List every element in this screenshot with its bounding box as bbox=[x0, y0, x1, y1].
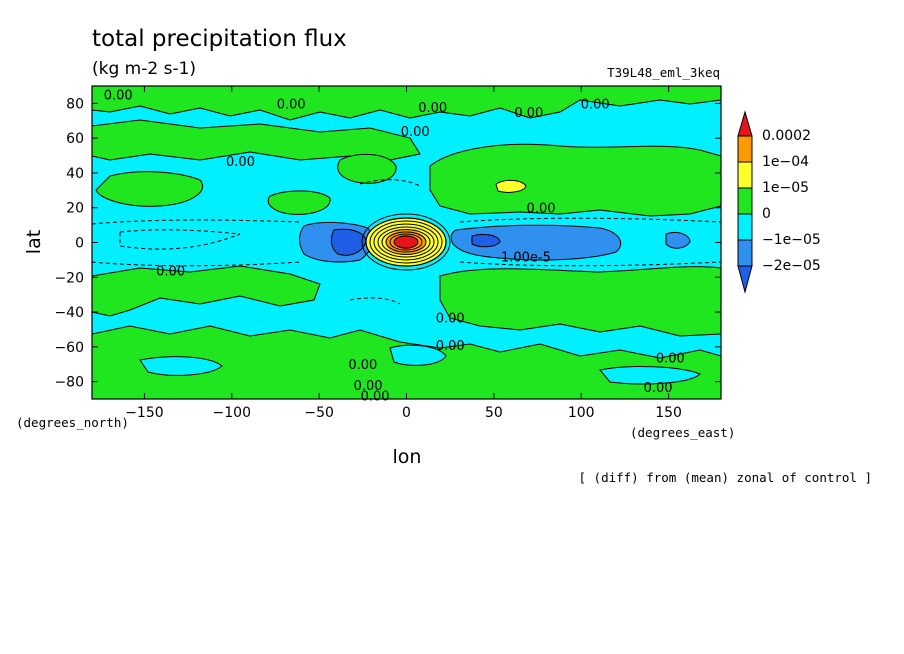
chart-units: (kg m-2 s-1) bbox=[92, 59, 196, 79]
experiment-label: T39L48_eml_3keq bbox=[607, 65, 720, 80]
region-south-hole-b bbox=[599, 366, 701, 385]
contour-label: 0.00 bbox=[436, 311, 465, 326]
contour-label: 0.00 bbox=[581, 97, 610, 112]
colorbar-level-labels: 0.0002 1e−04 1e−05 0 −1e−05 −2e−05 bbox=[762, 128, 821, 274]
contour-label: 0.00 bbox=[354, 379, 383, 394]
y-axis-label: lat bbox=[23, 230, 45, 254]
region-north-yellow-spot bbox=[495, 179, 527, 193]
contour-label: 0.00 bbox=[277, 97, 306, 112]
colorbar-level-label: 1e−04 bbox=[762, 154, 809, 170]
x-units: (degrees_east) bbox=[630, 425, 735, 440]
region-eq-darkblue-west bbox=[330, 228, 367, 256]
y-axis: 80 60 40 20 0 −20 −40 −60 −80 bbox=[54, 96, 721, 391]
colorbar-yellow bbox=[737, 161, 753, 189]
colorbar-level-label: 0.0002 bbox=[762, 128, 811, 144]
contour-label: -1.00e-5 bbox=[496, 250, 551, 265]
contour-labels: 0.000.00 0.00 0.000.000.000.000.00-1.00e-5… bbox=[104, 89, 685, 405]
colorbar-orange bbox=[737, 135, 753, 163]
y-tick-label: 40 bbox=[66, 166, 84, 182]
region-north-mid-east bbox=[429, 143, 721, 217]
contour-label: 0.00 bbox=[361, 390, 390, 405]
region-north-polar bbox=[92, 86, 721, 121]
colorbar-min-arrow bbox=[737, 265, 753, 294]
x-tick-label: 50 bbox=[485, 405, 503, 421]
dashed-negative-contours bbox=[92, 179, 721, 305]
region-south-mid-west bbox=[92, 265, 321, 317]
central-contour-rings bbox=[361, 213, 451, 271]
x-tick-label: −150 bbox=[125, 405, 163, 421]
x-tick-label: −100 bbox=[213, 405, 251, 421]
colorbar-green bbox=[737, 187, 753, 215]
y-tick-label: −60 bbox=[54, 340, 84, 356]
y-units: (degrees_north) bbox=[16, 415, 129, 430]
x-axis-label: lon bbox=[393, 446, 422, 468]
x-tick-label: −50 bbox=[304, 405, 334, 421]
colorbar-level-label: −1e−05 bbox=[762, 232, 821, 248]
colorbar-cyan bbox=[737, 213, 753, 241]
x-axis: −150 −100 −50 0 50 100 150 bbox=[125, 86, 682, 421]
colorbar-blue bbox=[737, 239, 753, 267]
contour-label: 0.00 bbox=[348, 358, 377, 373]
region-eq-blue-east bbox=[450, 224, 622, 261]
x-tick-label: 0 bbox=[402, 405, 411, 421]
y-tick-label: 20 bbox=[66, 201, 84, 217]
colorbar-level-label: 1e−05 bbox=[762, 180, 809, 196]
colorbar-max-arrow bbox=[737, 110, 753, 137]
contour-label: 0.00 bbox=[527, 202, 556, 217]
region-central-maximum bbox=[365, 217, 447, 267]
contour-label: 0.00 bbox=[436, 339, 465, 354]
colorbar bbox=[737, 110, 753, 294]
y-tick-label: −40 bbox=[54, 305, 84, 321]
region-north-patch-a bbox=[95, 171, 203, 207]
region-south-mid-east bbox=[439, 266, 721, 337]
contour-label: 0.00 bbox=[418, 101, 447, 116]
region-eq-darkblue-east bbox=[471, 233, 501, 248]
colorbar-level-label: 0 bbox=[762, 206, 771, 222]
contour-label: 0.00 bbox=[104, 89, 133, 104]
chart-title: total precipitation flux bbox=[92, 26, 347, 52]
y-tick-label: 60 bbox=[66, 131, 84, 147]
contour-field bbox=[92, 86, 721, 399]
x-tick-label: 100 bbox=[568, 405, 595, 421]
contour-label: 0.00 bbox=[514, 106, 543, 121]
region-eq-blue-far-east bbox=[665, 231, 691, 249]
colorbar-level-label: −2e−05 bbox=[762, 258, 821, 274]
x-tick-label: 150 bbox=[655, 405, 682, 421]
y-tick-label: 80 bbox=[66, 96, 84, 112]
y-tick-label: −20 bbox=[54, 270, 84, 286]
contour-label: 0.00 bbox=[644, 381, 673, 396]
region-south-hole-a bbox=[389, 344, 447, 366]
contour-label: 0.00 bbox=[226, 155, 255, 170]
contour-label: 0.00 bbox=[401, 125, 430, 140]
contour-label: 0.00 bbox=[656, 351, 685, 366]
region-north-patch-c bbox=[337, 153, 397, 184]
region-north-patch-b bbox=[267, 190, 331, 215]
note-text: [ (diff) from (mean) zonal of control ] bbox=[579, 470, 873, 485]
contour-label: 0.00 bbox=[156, 264, 185, 279]
y-tick-label: 0 bbox=[75, 236, 84, 252]
region-south-hole-c bbox=[139, 356, 223, 376]
y-tick-label: −80 bbox=[54, 375, 84, 391]
